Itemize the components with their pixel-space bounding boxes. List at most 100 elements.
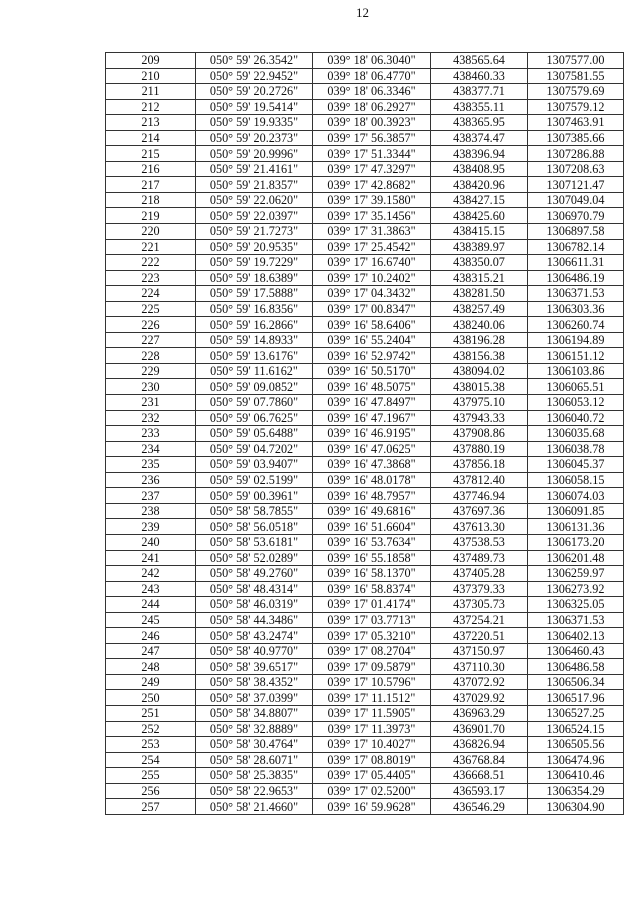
latitude-cell: 050° 58' 48.4314" xyxy=(195,580,313,598)
point-number-cell: 218 xyxy=(105,191,196,209)
longitude-cell: 039° 17' 35.1456" xyxy=(312,207,431,225)
x-coordinate-cell: 438377.71 xyxy=(430,83,528,100)
y-coordinate-cell: 1306131.36 xyxy=(527,518,624,535)
longitude-cell: 039° 16' 48.0178" xyxy=(312,471,431,489)
table-row: 213 050° 59' 19.9335" 039° 18' 00.3923" 438… xyxy=(105,114,624,131)
point-number-cell: 231 xyxy=(105,394,196,411)
x-coordinate-cell: 438315.21 xyxy=(430,269,528,287)
coordinates-table: 209 050° 59' 26.3542" 039° 18' 06.3040" 438… xyxy=(105,52,624,815)
point-number-cell: 211 xyxy=(105,83,196,100)
longitude-cell: 039° 17' 16.6740" xyxy=(312,254,431,271)
point-number-cell: 225 xyxy=(105,300,196,318)
point-number-cell: 237 xyxy=(105,487,196,504)
latitude-cell: 050° 59' 20.2373" xyxy=(195,129,313,147)
y-coordinate-cell: 1306611.31 xyxy=(527,254,624,271)
longitude-cell: 039° 17' 05.4405" xyxy=(312,767,431,784)
latitude-cell: 050° 59' 16.8356" xyxy=(195,300,313,318)
point-number-cell: 240 xyxy=(105,533,196,551)
latitude-cell: 050° 58' 38.4352" xyxy=(195,673,313,691)
point-number-cell: 229 xyxy=(105,362,196,380)
point-number-cell: 251 xyxy=(105,704,196,722)
table-row: 249 050° 58' 38.4352" 039° 17' 10.5796" 437… xyxy=(105,673,624,691)
latitude-cell: 050° 58' 21.4660" xyxy=(195,798,313,815)
y-coordinate-cell: 1306486.58 xyxy=(527,658,624,675)
table-row: 253 050° 58' 30.4764" 039° 17' 10.4027" 436… xyxy=(105,736,624,753)
longitude-cell: 039° 16' 47.3868" xyxy=(312,456,431,473)
latitude-cell: 050° 58' 37.0399" xyxy=(195,689,313,706)
point-number-cell: 256 xyxy=(105,782,196,800)
point-number-cell: 220 xyxy=(105,223,196,240)
table-row: 242 050° 58' 49.2760" 039° 16' 58.1370" 437… xyxy=(105,565,624,582)
longitude-cell: 039° 16' 49.6816" xyxy=(312,502,431,520)
y-coordinate-cell: 1307208.63 xyxy=(527,160,624,178)
x-coordinate-cell: 438425.60 xyxy=(430,207,528,225)
point-number-cell: 241 xyxy=(105,549,196,567)
table-row: 217 050° 59' 21.8357" 039° 17' 42.8682" 438… xyxy=(105,176,624,193)
y-coordinate-cell: 1306053.12 xyxy=(527,394,624,411)
x-coordinate-cell: 436546.29 xyxy=(430,798,528,815)
table-row: 246 050° 58' 43.2474" 039° 17' 05.3210" 437… xyxy=(105,627,624,644)
longitude-cell: 039° 17' 11.1512" xyxy=(312,689,431,706)
y-coordinate-cell: 1306259.97 xyxy=(527,565,624,582)
latitude-cell: 050° 59' 18.6389" xyxy=(195,269,313,287)
longitude-cell: 039° 16' 47.1967" xyxy=(312,409,431,427)
y-coordinate-cell: 1307463.91 xyxy=(527,114,624,131)
y-coordinate-cell: 1306260.74 xyxy=(527,316,624,333)
point-number-cell: 214 xyxy=(105,129,196,147)
point-number-cell: 232 xyxy=(105,409,196,427)
x-coordinate-cell: 437908.86 xyxy=(430,425,528,442)
table-row: 219 050° 59' 22.0397" 039° 17' 35.1456" 438… xyxy=(105,207,624,225)
table-row: 235 050° 59' 03.9407" 039° 16' 47.3868" 437… xyxy=(105,456,624,473)
y-coordinate-cell: 1306460.43 xyxy=(527,642,624,660)
latitude-cell: 050° 58' 44.3486" xyxy=(195,611,313,629)
latitude-cell: 050° 58' 58.7855" xyxy=(195,502,313,520)
longitude-cell: 039° 16' 51.6604" xyxy=(312,518,431,535)
y-coordinate-cell: 1306074.03 xyxy=(527,487,624,504)
point-number-cell: 217 xyxy=(105,176,196,193)
table-row: 220 050° 59' 21.7273" 039° 17' 31.3863" 438… xyxy=(105,223,624,240)
point-number-cell: 242 xyxy=(105,565,196,582)
longitude-cell: 039° 16' 47.8497" xyxy=(312,394,431,411)
longitude-cell: 039° 16' 48.7957" xyxy=(312,487,431,504)
x-coordinate-cell: 437975.10 xyxy=(430,394,528,411)
point-number-cell: 234 xyxy=(105,440,196,458)
y-coordinate-cell: 1306486.19 xyxy=(527,269,624,287)
x-coordinate-cell: 438240.06 xyxy=(430,316,528,333)
table-row: 237 050° 59' 00.3961" 039° 16' 48.7957" 437… xyxy=(105,487,624,504)
point-number-cell: 252 xyxy=(105,720,196,738)
x-coordinate-cell: 438427.15 xyxy=(430,191,528,209)
longitude-cell: 039° 17' 03.7713" xyxy=(312,611,431,629)
point-number-cell: 239 xyxy=(105,518,196,535)
point-number-cell: 209 xyxy=(105,52,196,69)
table-row: 236 050° 59' 02.5199" 039° 16' 48.0178" 437… xyxy=(105,471,624,489)
y-coordinate-cell: 1306045.37 xyxy=(527,456,624,473)
y-coordinate-cell: 1307579.69 xyxy=(527,83,624,100)
latitude-cell: 050° 59' 03.9407" xyxy=(195,456,313,473)
x-coordinate-cell: 438281.50 xyxy=(430,285,528,302)
x-coordinate-cell: 437305.73 xyxy=(430,596,528,613)
y-coordinate-cell: 1306035.68 xyxy=(527,425,624,442)
table-row: 245 050° 58' 44.3486" 039° 17' 03.7713" 437… xyxy=(105,611,624,629)
longitude-cell: 039° 16' 47.0625" xyxy=(312,440,431,458)
y-coordinate-cell: 1306325.05 xyxy=(527,596,624,613)
table-row: 214 050° 59' 20.2373" 039° 17' 56.3857" 438… xyxy=(105,129,624,147)
longitude-cell: 039° 17' 25.4542" xyxy=(312,238,431,256)
point-number-cell: 213 xyxy=(105,114,196,131)
y-coordinate-cell: 1306065.51 xyxy=(527,378,624,396)
point-number-cell: 257 xyxy=(105,798,196,815)
latitude-cell: 050° 59' 21.4161" xyxy=(195,160,313,178)
x-coordinate-cell: 436668.51 xyxy=(430,767,528,784)
table-row: 233 050° 59' 05.6488" 039° 16' 46.9195" 437… xyxy=(105,425,624,442)
y-coordinate-cell: 1307286.88 xyxy=(527,145,624,162)
point-number-cell: 243 xyxy=(105,580,196,598)
coordinates-table-body: 209 050° 59' 26.3542" 039° 18' 06.3040" 438… xyxy=(105,52,624,815)
y-coordinate-cell: 1306173.20 xyxy=(527,533,624,551)
table-row: 254 050° 58' 28.6071" 039° 17' 08.8019" 436… xyxy=(105,751,624,769)
x-coordinate-cell: 437880.19 xyxy=(430,440,528,458)
longitude-cell: 039° 16' 53.7634" xyxy=(312,533,431,551)
y-coordinate-cell: 1306782.14 xyxy=(527,238,624,256)
longitude-cell: 039° 17' 08.8019" xyxy=(312,751,431,769)
longitude-cell: 039° 17' 01.4174" xyxy=(312,596,431,613)
latitude-cell: 050° 59' 21.7273" xyxy=(195,223,313,240)
x-coordinate-cell: 438257.49 xyxy=(430,300,528,318)
